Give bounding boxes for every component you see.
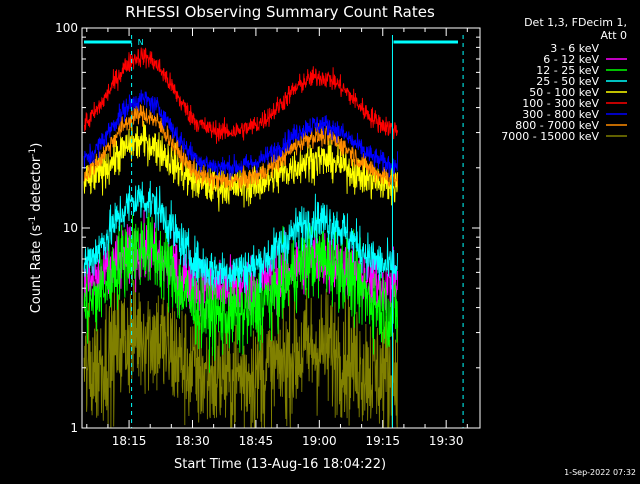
y-tick-label: 10 — [63, 221, 78, 235]
series-line-50to100keV — [83, 120, 399, 212]
legend-label-3to6keV: 3 - 6 keV — [550, 42, 599, 55]
legend-label-300to800keV: 300 - 800 keV — [522, 108, 599, 121]
x-tick-label: 19:00 — [302, 434, 337, 448]
legend-label-50to100keV: 50 - 100 keV — [529, 86, 599, 99]
legend-label-800to7000keV: 800 - 7000 keV — [515, 119, 599, 132]
y-tick-label: 100 — [55, 21, 78, 35]
annotations: N — [84, 35, 464, 428]
legend-label-12to25keV: 12 - 25 keV — [536, 64, 599, 77]
legend-label-6to12keV: 6 - 12 keV — [543, 53, 599, 66]
legend-header-line: Att 0 — [601, 29, 627, 42]
y-axis-label: Count Rate (s-1 detector-1) — [28, 143, 44, 314]
y-axis-label-part: detector — [29, 156, 44, 216]
legend-label-7000to15000keV: 7000 - 15000 keV — [501, 130, 599, 143]
legend-header-line: Det 1,3, FDecim 1, — [524, 16, 627, 29]
x-axis-label: Start Time (13-Aug-16 18:04:22) — [174, 457, 386, 472]
y-axis-label-sup: -1 — [28, 216, 38, 225]
plot-series — [83, 47, 399, 429]
series-line-800to7000keV — [83, 103, 399, 192]
y-axis-label-part: ) — [29, 143, 44, 148]
series-line-100to300keV — [83, 47, 399, 144]
y-axis-label-part: Count Rate (s — [29, 225, 44, 314]
legend-label-25to50keV: 25 - 50 keV — [536, 75, 599, 88]
y-tick-label: 1 — [70, 421, 78, 435]
chart-title: RHESSI Observing Summary Count Rates — [125, 3, 435, 21]
x-tick-label: 18:15 — [112, 434, 147, 448]
series-line-25to50keV — [83, 180, 399, 294]
legend-label-100to300keV: 100 - 300 keV — [522, 97, 599, 110]
x-tick-label: 18:45 — [239, 434, 274, 448]
night-label: N — [138, 38, 144, 47]
x-tick-label: 19:30 — [429, 434, 464, 448]
series-line-12to25keV — [83, 205, 399, 373]
plot-axes: 18:15 18:30 18:45 19:00 19:15 19:30 1 10 100 — [55, 21, 481, 448]
x-tick-label: 18:30 — [175, 434, 210, 448]
y-axis-label-sup: -1 — [28, 148, 38, 157]
x-tick-label: 19:15 — [365, 434, 400, 448]
footer-timestamp: 1-Sep-2022 07:32 — [564, 468, 636, 477]
series-line-300to800keV — [83, 89, 399, 181]
